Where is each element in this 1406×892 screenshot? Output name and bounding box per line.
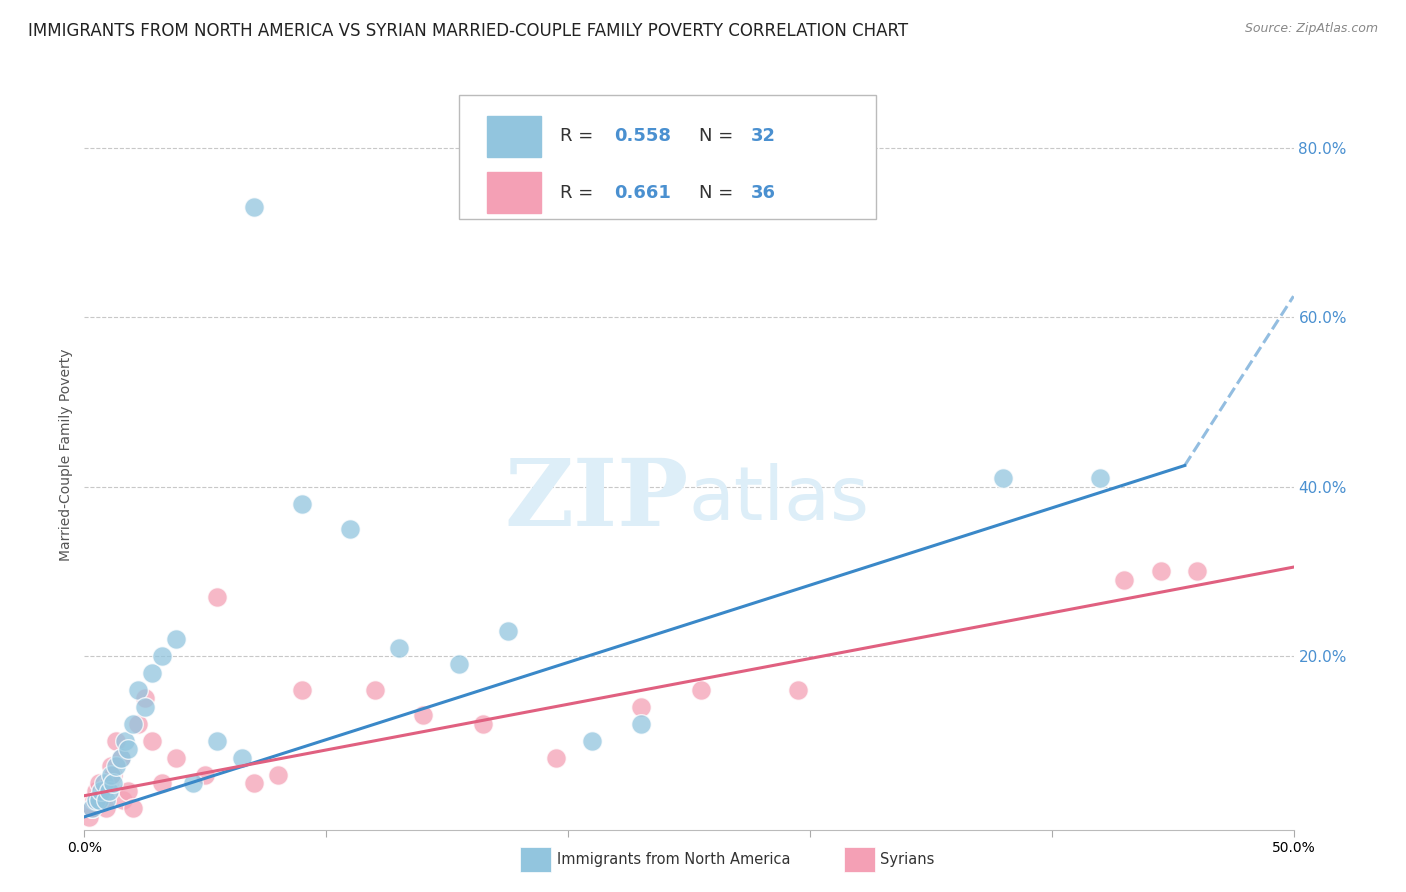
Point (786, 682, 808, 697)
Point (242, 776, 264, 790)
Text: Immigrants from North America: Immigrants from North America (557, 853, 790, 867)
Text: 32: 32 (751, 128, 776, 145)
FancyBboxPatch shape (460, 95, 876, 219)
Point (77, 810, 100, 824)
Point (83, 793, 105, 807)
Point (630, 716, 652, 731)
Text: R =: R = (560, 128, 593, 145)
Point (93, 784, 115, 798)
Point (114, 733, 136, 747)
Point (363, 682, 385, 697)
Point (97, 784, 120, 798)
Point (110, 750, 132, 764)
Point (141, 733, 163, 747)
Point (165, 632, 187, 646)
Point (104, 759, 127, 773)
Point (291, 682, 314, 697)
Point (80, 801, 103, 815)
Point (104, 733, 127, 747)
Point (242, 200, 264, 214)
Text: 0.661: 0.661 (614, 184, 671, 202)
Text: N =: N = (699, 184, 733, 202)
Point (100, 759, 122, 773)
Point (127, 682, 149, 697)
Point (90, 793, 112, 807)
Text: 0.558: 0.558 (614, 128, 671, 145)
Point (86, 793, 108, 807)
Point (181, 776, 204, 790)
Point (117, 742, 139, 756)
Text: Source: ZipAtlas.com: Source: ZipAtlas.com (1244, 22, 1378, 36)
Point (690, 682, 713, 697)
Point (100, 767, 122, 781)
Point (127, 716, 149, 731)
Text: N =: N = (699, 128, 733, 145)
Point (207, 733, 229, 747)
Point (231, 750, 253, 764)
Point (87, 776, 110, 790)
Point (581, 733, 603, 747)
Point (449, 657, 471, 672)
Point (207, 590, 229, 604)
Point (544, 750, 567, 764)
Point (94, 801, 117, 815)
Point (121, 801, 143, 815)
Point (103, 767, 125, 781)
Y-axis label: Married-Couple Family Poverty: Married-Couple Family Poverty (59, 349, 73, 561)
Point (412, 708, 434, 723)
Point (339, 522, 361, 536)
Point (134, 699, 156, 714)
Bar (486, 116, 541, 157)
Point (388, 640, 411, 655)
Point (194, 767, 217, 781)
Text: R =: R = (560, 184, 593, 202)
Point (472, 716, 495, 731)
Point (291, 497, 314, 511)
Bar (486, 172, 541, 213)
Point (97, 776, 120, 790)
Point (110, 750, 132, 764)
Point (1149, 565, 1171, 579)
Text: 36: 36 (751, 184, 776, 202)
Point (1114, 573, 1136, 587)
Point (165, 750, 187, 764)
Text: IMMIGRANTS FROM NORTH AMERICA VS SYRIAN MARRIED-COUPLE FAMILY POVERTY CORRELATIO: IMMIGRANTS FROM NORTH AMERICA VS SYRIAN … (28, 22, 908, 40)
Point (141, 665, 163, 680)
Point (1088, 471, 1111, 485)
Text: ZIP: ZIP (505, 455, 689, 545)
Point (1185, 565, 1208, 579)
Point (103, 776, 125, 790)
Point (121, 716, 143, 731)
Point (93, 776, 115, 790)
Point (134, 691, 156, 706)
Point (112, 793, 135, 807)
Text: Syrians: Syrians (880, 853, 935, 867)
Point (90, 784, 112, 798)
Point (87, 793, 110, 807)
Point (150, 776, 173, 790)
Point (267, 767, 290, 781)
Point (117, 784, 139, 798)
Point (630, 699, 652, 714)
Point (94, 793, 117, 807)
Text: atlas: atlas (689, 463, 870, 536)
Point (150, 648, 173, 663)
Point (80, 801, 103, 815)
Point (86, 784, 108, 798)
Point (496, 624, 519, 638)
Point (993, 471, 1015, 485)
